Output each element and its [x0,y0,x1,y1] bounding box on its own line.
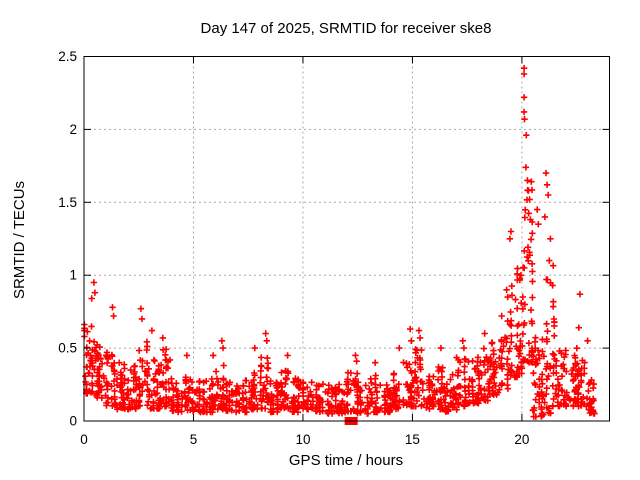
grid-lines [84,56,610,421]
x-tick-label: 10 [295,432,310,447]
y-tick-label: 0 [69,414,77,429]
y-tick-label: 0.5 [58,341,77,356]
scatter-points [81,65,598,425]
x-axis-label: GPS time / hours [289,452,403,469]
data-points-plus-markers [81,65,598,420]
y-tick-label: 2.5 [58,49,77,64]
x-tick-label: 5 [190,432,198,447]
plot-border [83,56,610,422]
y-axis-label: SRMTID / TECUs [11,181,28,299]
x-tick-label: 0 [80,432,88,447]
x-tick-label: 20 [514,432,529,447]
y-tick-label: 1 [69,268,77,283]
y-tick-label: 2 [69,122,77,137]
tick-labels: 0 5 10 15 20 0 0.5 1 1.5 2 2.5 [58,49,529,447]
x-tick-label: 15 [405,432,420,447]
chart-title: Day 147 of 2025, SRMTID for receiver ske… [201,20,492,37]
y-tick-label: 1.5 [58,195,77,210]
